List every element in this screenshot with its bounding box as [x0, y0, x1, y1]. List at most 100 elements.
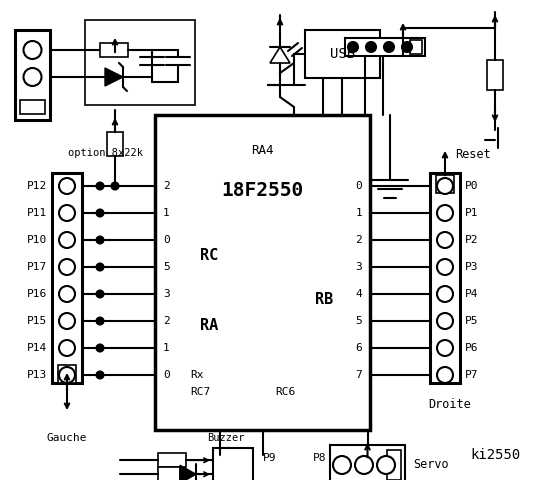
Text: ki2550: ki2550	[470, 448, 520, 462]
Text: P1: P1	[465, 208, 478, 218]
Text: P13: P13	[27, 370, 47, 380]
Text: Rx: Rx	[190, 370, 204, 380]
Circle shape	[437, 367, 453, 383]
Text: RA4: RA4	[251, 144, 274, 156]
Text: 1: 1	[355, 208, 362, 218]
Text: 2: 2	[163, 181, 170, 191]
Text: 18F2550: 18F2550	[221, 180, 304, 200]
Circle shape	[437, 313, 453, 329]
Polygon shape	[270, 47, 290, 63]
Bar	[58, 365, 76, 383]
Bar	[100, 43, 128, 57]
Bar	[345, 38, 425, 56]
Text: Gauche: Gauche	[47, 433, 87, 443]
Circle shape	[437, 340, 453, 356]
Circle shape	[97, 317, 103, 324]
Text: 6: 6	[355, 343, 362, 353]
Circle shape	[437, 205, 453, 221]
Text: P7: P7	[465, 370, 478, 380]
Text: P6: P6	[465, 343, 478, 353]
Circle shape	[97, 182, 103, 190]
Text: USB: USB	[330, 47, 355, 61]
Text: 2: 2	[163, 316, 170, 326]
Circle shape	[402, 42, 412, 52]
Circle shape	[59, 286, 75, 302]
Circle shape	[377, 456, 395, 474]
Text: Buzzer: Buzzer	[207, 433, 244, 443]
Bar	[155, 115, 370, 430]
Circle shape	[333, 456, 351, 474]
Text: P8: P8	[313, 453, 327, 463]
Bar	[158, 453, 186, 467]
Text: P9: P9	[263, 453, 276, 463]
Circle shape	[355, 456, 373, 474]
Text: 2: 2	[355, 235, 362, 245]
Circle shape	[97, 290, 103, 298]
Text: 0: 0	[355, 181, 362, 191]
Circle shape	[23, 41, 41, 59]
Circle shape	[97, 264, 103, 271]
Bar	[85, 20, 195, 105]
Text: 1: 1	[163, 208, 170, 218]
Circle shape	[366, 42, 376, 52]
Circle shape	[59, 259, 75, 275]
Circle shape	[97, 209, 103, 216]
Circle shape	[112, 182, 118, 190]
Text: P2: P2	[465, 235, 478, 245]
Circle shape	[59, 340, 75, 356]
Text: Reset: Reset	[455, 148, 491, 161]
Text: 3: 3	[355, 262, 362, 272]
Text: 3: 3	[163, 289, 170, 299]
Text: RC7: RC7	[190, 387, 210, 397]
Bar	[330, 445, 405, 480]
Circle shape	[437, 259, 453, 275]
Bar	[387, 450, 401, 480]
Bar	[20, 100, 45, 114]
Text: option 8x22k: option 8x22k	[68, 148, 143, 158]
Text: 4: 4	[355, 289, 362, 299]
Circle shape	[59, 205, 75, 221]
Text: 0: 0	[163, 235, 170, 245]
Text: P12: P12	[27, 181, 47, 191]
Text: P5: P5	[465, 316, 478, 326]
Text: P10: P10	[27, 235, 47, 245]
Text: P15: P15	[27, 316, 47, 326]
Circle shape	[59, 178, 75, 194]
Text: P3: P3	[465, 262, 478, 272]
Text: P16: P16	[27, 289, 47, 299]
Circle shape	[59, 232, 75, 248]
Circle shape	[97, 372, 103, 379]
Text: RC: RC	[200, 248, 218, 263]
Text: 7: 7	[355, 370, 362, 380]
Bar	[410, 40, 422, 54]
Text: 5: 5	[163, 262, 170, 272]
Text: Droite: Droite	[429, 398, 471, 411]
Text: P11: P11	[27, 208, 47, 218]
Bar	[52, 173, 82, 383]
Text: P4: P4	[465, 289, 478, 299]
Text: RC6: RC6	[275, 387, 295, 397]
Bar	[436, 175, 454, 193]
Bar	[158, 467, 180, 480]
Circle shape	[437, 178, 453, 194]
Circle shape	[437, 286, 453, 302]
Circle shape	[23, 68, 41, 86]
Text: P17: P17	[27, 262, 47, 272]
Bar	[430, 173, 460, 383]
Circle shape	[59, 313, 75, 329]
Circle shape	[348, 42, 358, 52]
Text: RA: RA	[200, 317, 218, 333]
Text: P0: P0	[465, 181, 478, 191]
Text: 1: 1	[163, 343, 170, 353]
Text: Servo: Servo	[413, 458, 448, 471]
Polygon shape	[180, 465, 196, 480]
Circle shape	[59, 367, 75, 383]
Bar	[487, 60, 503, 90]
Bar	[213, 448, 253, 480]
Circle shape	[437, 232, 453, 248]
Text: 5: 5	[355, 316, 362, 326]
Bar	[15, 30, 50, 120]
Text: P14: P14	[27, 343, 47, 353]
Circle shape	[97, 237, 103, 243]
Circle shape	[384, 42, 394, 52]
